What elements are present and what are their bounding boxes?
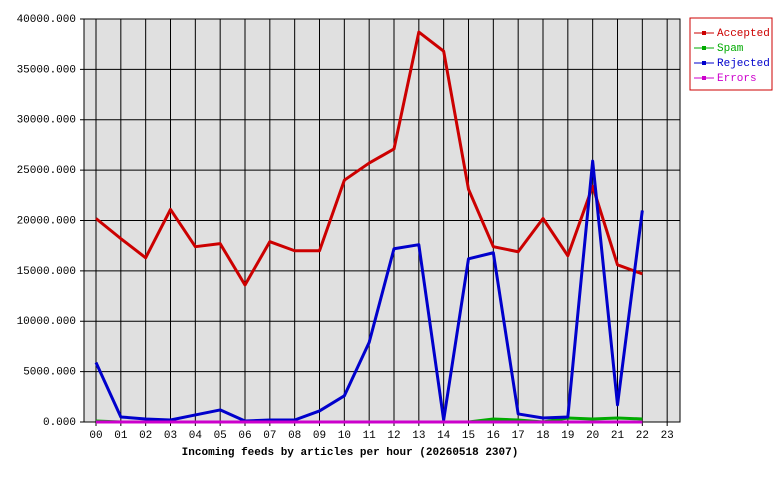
- y-tick-label: 40000.000: [17, 14, 76, 26]
- y-tick-label: 10000.000: [17, 316, 76, 328]
- x-tick-label: 18: [536, 430, 549, 442]
- series-line: [95, 30, 643, 287]
- x-tick-label: 14: [437, 430, 451, 442]
- x-tick-label: 15: [462, 430, 475, 442]
- series-line: [94, 159, 644, 423]
- x-tick-label: 19: [561, 430, 574, 442]
- legend-label: Spam: [717, 43, 744, 55]
- legend-label: Errors: [717, 73, 757, 85]
- y-tick-label: 15000.000: [17, 266, 76, 278]
- y-tick-label: 20000.000: [17, 215, 76, 227]
- legend-label: Accepted: [717, 28, 770, 40]
- x-tick-label: 16: [487, 430, 500, 442]
- legend-marker: [702, 46, 706, 50]
- x-axis-title: Incoming feeds by articles per hour (202…: [182, 447, 519, 459]
- x-tick-label: 02: [139, 430, 152, 442]
- x-tick-label: 01: [114, 430, 128, 442]
- x-tick-label: 09: [313, 430, 326, 442]
- x-tick-label: 00: [89, 430, 102, 442]
- x-tick-label: 13: [412, 430, 425, 442]
- x-tick-label: 07: [263, 430, 276, 442]
- legend-label: Rejected: [717, 58, 770, 70]
- y-tick-label: 0.000: [43, 417, 76, 429]
- legend-marker: [702, 76, 706, 80]
- y-tick-label: 30000.000: [17, 115, 76, 127]
- x-tick-label: 20: [586, 430, 599, 442]
- y-tick-label: 25000.000: [17, 165, 76, 177]
- x-tick-label: 22: [636, 430, 649, 442]
- y-tick-label: 5000.000: [23, 367, 76, 379]
- legend-marker: [702, 31, 706, 35]
- x-tick-label: 06: [238, 430, 251, 442]
- x-tick-label: 08: [288, 430, 301, 442]
- x-tick-label: 21: [611, 430, 625, 442]
- x-tick-label: 11: [363, 430, 377, 442]
- x-tick-label: 12: [387, 430, 400, 442]
- x-tick-label: 04: [189, 430, 203, 442]
- y-tick-label: 35000.000: [17, 64, 76, 76]
- x-tick-label: 17: [512, 430, 525, 442]
- x-tick-label: 05: [214, 430, 227, 442]
- x-tick-label: 03: [164, 430, 177, 442]
- x-tick-label: 23: [661, 430, 674, 442]
- legend-marker: [702, 61, 706, 65]
- x-tick-label: 10: [338, 430, 351, 442]
